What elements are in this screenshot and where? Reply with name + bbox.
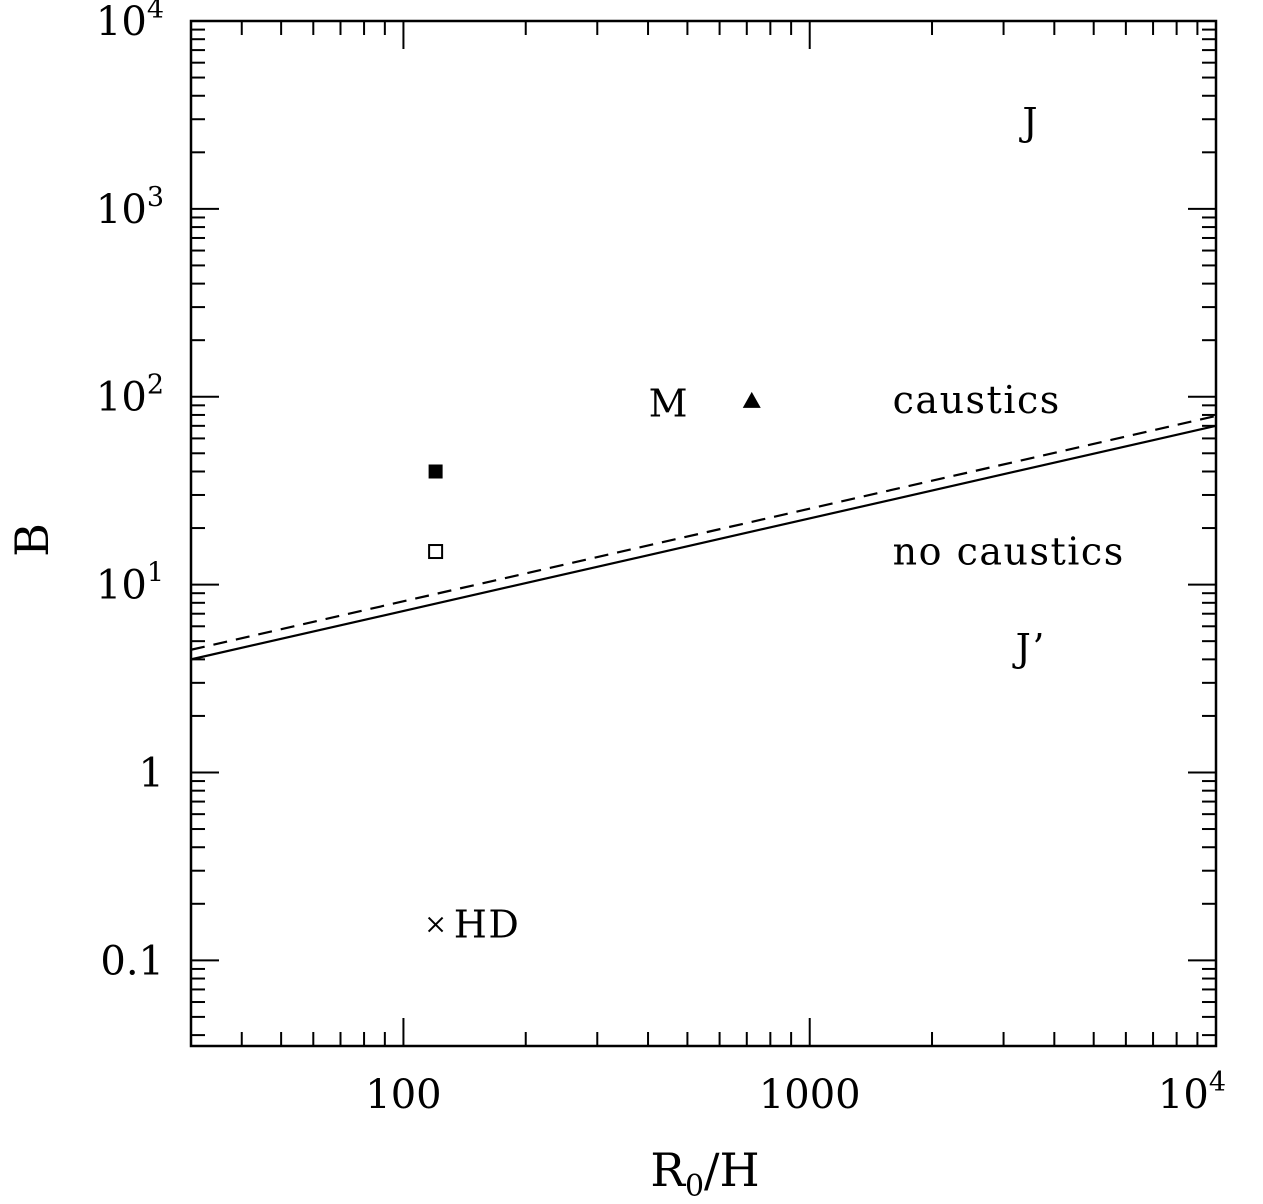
filled-triangle-point xyxy=(742,391,761,408)
annotation-label: no caustics xyxy=(893,530,1125,574)
plot-frame xyxy=(189,19,1218,1048)
y-tick-label-exp: 3 xyxy=(147,182,164,213)
y-tick-label: 101 xyxy=(96,558,164,609)
y-tick-label-exp: 2 xyxy=(147,370,164,401)
x-tick-label: 100 xyxy=(365,1072,441,1118)
x-tick-label-exp: 4 xyxy=(1209,1067,1226,1098)
y-tick-label: 102 xyxy=(96,370,164,421)
filled-square-point xyxy=(428,464,443,479)
x-axis-label-sub: 0 xyxy=(685,1169,704,1204)
x-tick-label: 1000 xyxy=(759,1072,861,1118)
y-tick-label: 104 xyxy=(96,0,164,45)
solid-line xyxy=(190,424,1217,661)
cross-point xyxy=(427,916,444,933)
y-tick-label-base: 10 xyxy=(96,375,147,421)
data-points xyxy=(427,391,761,933)
axis-ticks xyxy=(190,20,1217,1046)
open-square-point xyxy=(428,544,444,560)
y-tick-label-base: 10 xyxy=(96,0,147,45)
annotations: M J J’ caustics no caustics HD xyxy=(454,100,1125,947)
annotation-label: HD xyxy=(454,903,521,947)
y-tick-label: 0.1 xyxy=(100,938,164,984)
x-axis-label-main: R xyxy=(650,1143,686,1197)
x-tick-label-base: 100 xyxy=(365,1072,441,1118)
y-axis-label: B xyxy=(5,523,59,557)
y-tick-label: 1 xyxy=(139,750,164,796)
y-tick-label-base: 1 xyxy=(139,750,164,796)
dashed-line xyxy=(190,414,1217,651)
cross-stroke xyxy=(427,916,444,933)
x-tick-label: 104 xyxy=(1158,1067,1226,1118)
x-tick-label-base: 10 xyxy=(1158,1072,1209,1118)
annotation-label: caustics xyxy=(893,378,1061,422)
x-tick-label-base: 1000 xyxy=(759,1072,861,1118)
annotation-label: J’ xyxy=(1012,626,1046,670)
x-axis-label: R0/H xyxy=(650,1143,759,1204)
y-tick-label-base: 10 xyxy=(96,563,147,609)
y-tick-label: 103 xyxy=(96,182,164,233)
threshold-curves xyxy=(190,414,1217,661)
y-tick-label-base: 10 xyxy=(96,187,147,233)
x-axis-label-rest: /H xyxy=(704,1143,760,1197)
y-tick-label-base: 0.1 xyxy=(100,938,164,984)
annotation-label: M xyxy=(649,382,689,426)
y-tick-label-exp: 4 xyxy=(147,0,164,25)
annotation-label: J xyxy=(1018,100,1039,144)
y-tick-label-exp: 1 xyxy=(147,558,164,589)
